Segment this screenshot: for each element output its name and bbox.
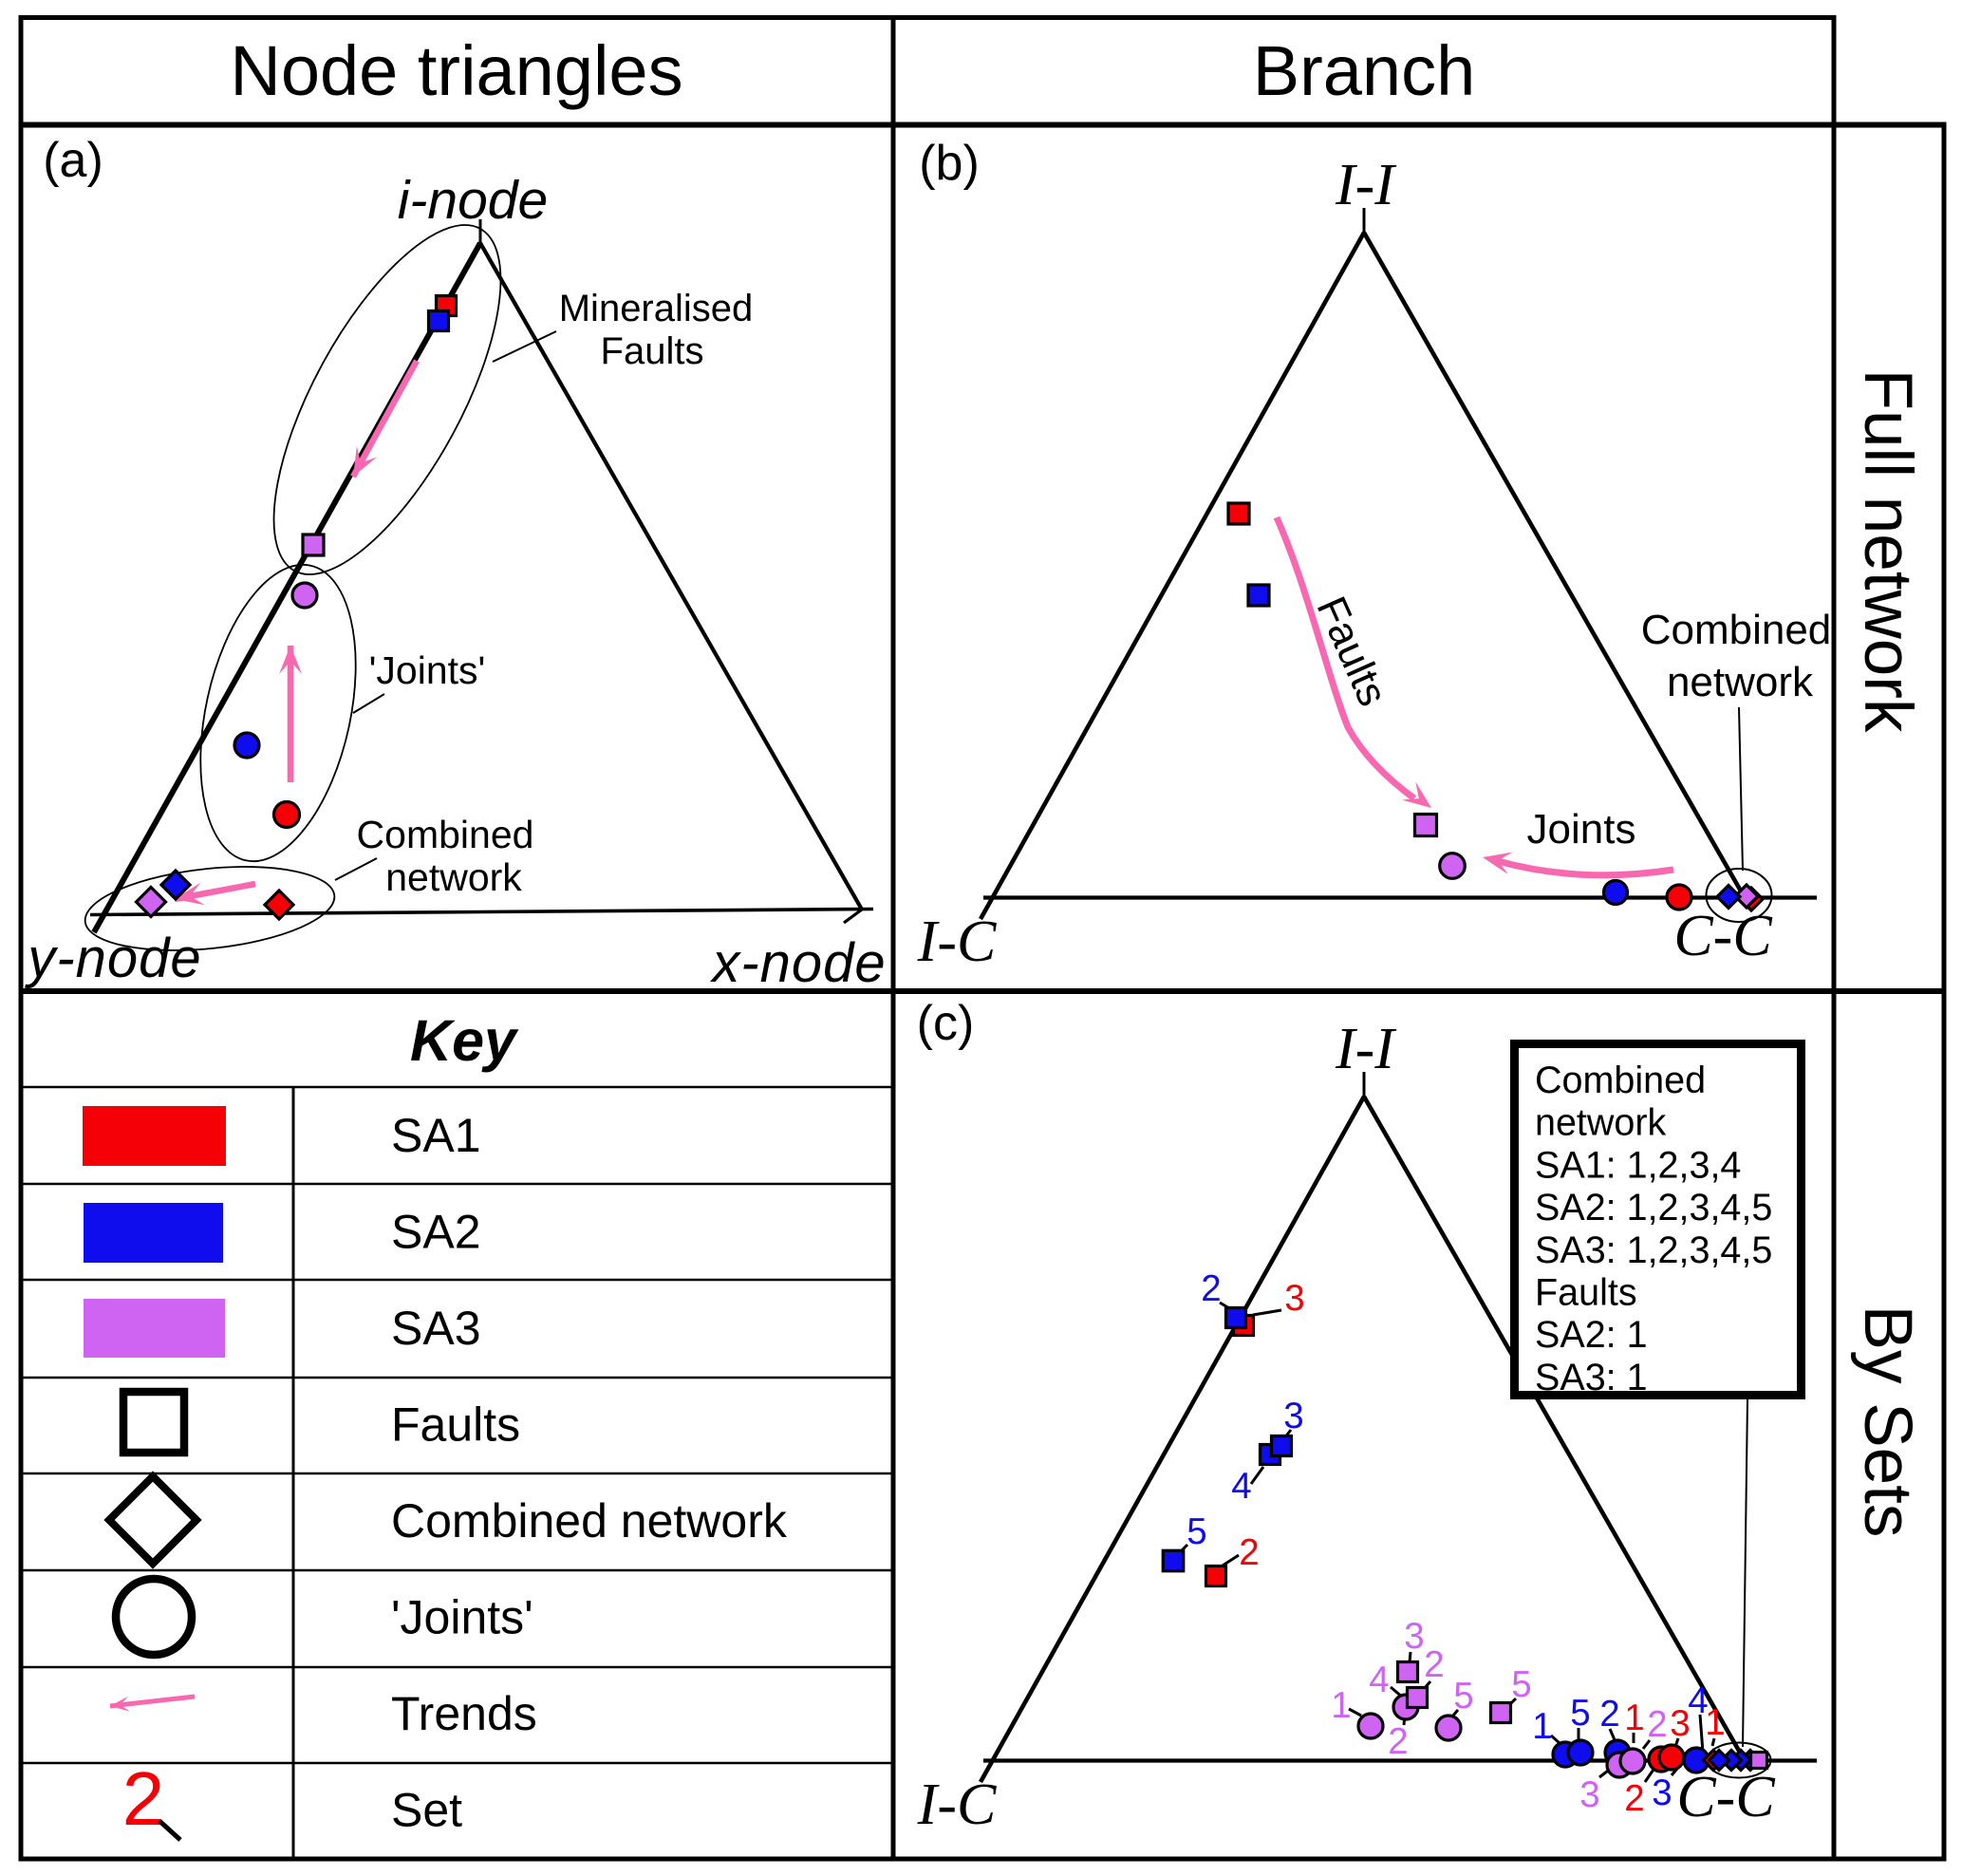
svg-text:2: 2 bbox=[1388, 1721, 1408, 1762]
svg-text:Key: Key bbox=[410, 1008, 519, 1073]
svg-text:(c): (c) bbox=[917, 996, 975, 1051]
svg-text:1: 1 bbox=[1331, 1685, 1351, 1726]
svg-text:Combined: Combined bbox=[1641, 607, 1832, 653]
svg-text:1: 1 bbox=[1532, 1706, 1552, 1747]
svg-text:2: 2 bbox=[1201, 1268, 1221, 1309]
svg-text:Combined: Combined bbox=[357, 813, 534, 856]
svg-text:Joints: Joints bbox=[1527, 806, 1636, 853]
svg-text:y-node: y-node bbox=[24, 928, 201, 989]
svg-text:4: 4 bbox=[1688, 1680, 1708, 1721]
svg-text:I-I: I-I bbox=[1335, 153, 1397, 217]
svg-text:I-I: I-I bbox=[1335, 1017, 1397, 1081]
svg-text:5: 5 bbox=[1453, 1676, 1473, 1717]
svg-text:4: 4 bbox=[1369, 1660, 1389, 1700]
svg-text:2: 2 bbox=[1647, 1704, 1667, 1745]
svg-text:network: network bbox=[385, 855, 522, 899]
svg-text:2: 2 bbox=[1624, 1778, 1644, 1819]
svg-text:SA2: SA2 bbox=[391, 1206, 481, 1259]
svg-text:5: 5 bbox=[1570, 1693, 1590, 1734]
svg-text:1: 1 bbox=[1624, 1698, 1644, 1738]
svg-text:Mineralised: Mineralised bbox=[559, 288, 754, 329]
svg-text:Branch: Branch bbox=[1253, 31, 1475, 110]
svg-text:network: network bbox=[1535, 1102, 1667, 1144]
svg-text:3: 3 bbox=[1284, 1278, 1304, 1319]
svg-text:Node triangles: Node triangles bbox=[230, 31, 682, 110]
svg-text:3: 3 bbox=[1404, 1616, 1424, 1657]
svg-text:i-node: i-node bbox=[398, 170, 548, 231]
svg-text:3: 3 bbox=[1283, 1396, 1303, 1436]
svg-text:SA3: 1: SA3: 1 bbox=[1535, 1357, 1648, 1398]
svg-text:5: 5 bbox=[1187, 1511, 1206, 1552]
svg-text:Combined network: Combined network bbox=[391, 1494, 788, 1548]
svg-text:x-node: x-node bbox=[709, 932, 886, 994]
svg-text:2: 2 bbox=[122, 1756, 165, 1841]
svg-text:4: 4 bbox=[1231, 1466, 1251, 1507]
svg-text:Faults: Faults bbox=[391, 1398, 520, 1452]
svg-text:(b): (b) bbox=[919, 136, 980, 191]
svg-text:C-C: C-C bbox=[1673, 904, 1772, 968]
svg-text:3: 3 bbox=[1670, 1703, 1690, 1744]
svg-text:3: 3 bbox=[1652, 1773, 1672, 1813]
svg-text:Set: Set bbox=[391, 1784, 462, 1837]
svg-text:SA3: SA3 bbox=[391, 1302, 481, 1355]
svg-text:Faults: Faults bbox=[1535, 1272, 1637, 1314]
svg-text:Faults: Faults bbox=[601, 330, 704, 372]
svg-text:SA3: 1,2,3,4,5: SA3: 1,2,3,4,5 bbox=[1535, 1229, 1772, 1271]
svg-text:I-C: I-C bbox=[917, 1773, 997, 1837]
svg-text:By Sets: By Sets bbox=[1850, 1305, 1925, 1538]
svg-text:Combined: Combined bbox=[1535, 1060, 1706, 1101]
svg-text:Trends: Trends bbox=[391, 1687, 537, 1740]
svg-text:5: 5 bbox=[1511, 1664, 1531, 1705]
svg-text:SA1: 1,2,3,4: SA1: 1,2,3,4 bbox=[1535, 1144, 1741, 1186]
svg-text:2: 2 bbox=[1424, 1644, 1444, 1685]
svg-text:'Joints': 'Joints' bbox=[369, 648, 486, 692]
svg-text:network: network bbox=[1667, 659, 1814, 705]
svg-text:(a): (a) bbox=[43, 133, 103, 188]
svg-text:I-C: I-C bbox=[917, 910, 997, 974]
svg-text:3: 3 bbox=[1579, 1774, 1599, 1815]
svg-text:SA2: 1,2,3,4,5: SA2: 1,2,3,4,5 bbox=[1535, 1187, 1772, 1229]
svg-text:SA2: 1: SA2: 1 bbox=[1535, 1314, 1648, 1356]
svg-text:'Joints': 'Joints' bbox=[391, 1591, 533, 1644]
svg-text:Full network: Full network bbox=[1850, 369, 1925, 733]
svg-text:SA1: SA1 bbox=[391, 1109, 481, 1162]
svg-text:2: 2 bbox=[1239, 1532, 1259, 1573]
svg-text:2: 2 bbox=[1599, 1694, 1619, 1735]
svg-text:C-C: C-C bbox=[1676, 1765, 1775, 1829]
svg-text:1: 1 bbox=[1705, 1702, 1725, 1743]
